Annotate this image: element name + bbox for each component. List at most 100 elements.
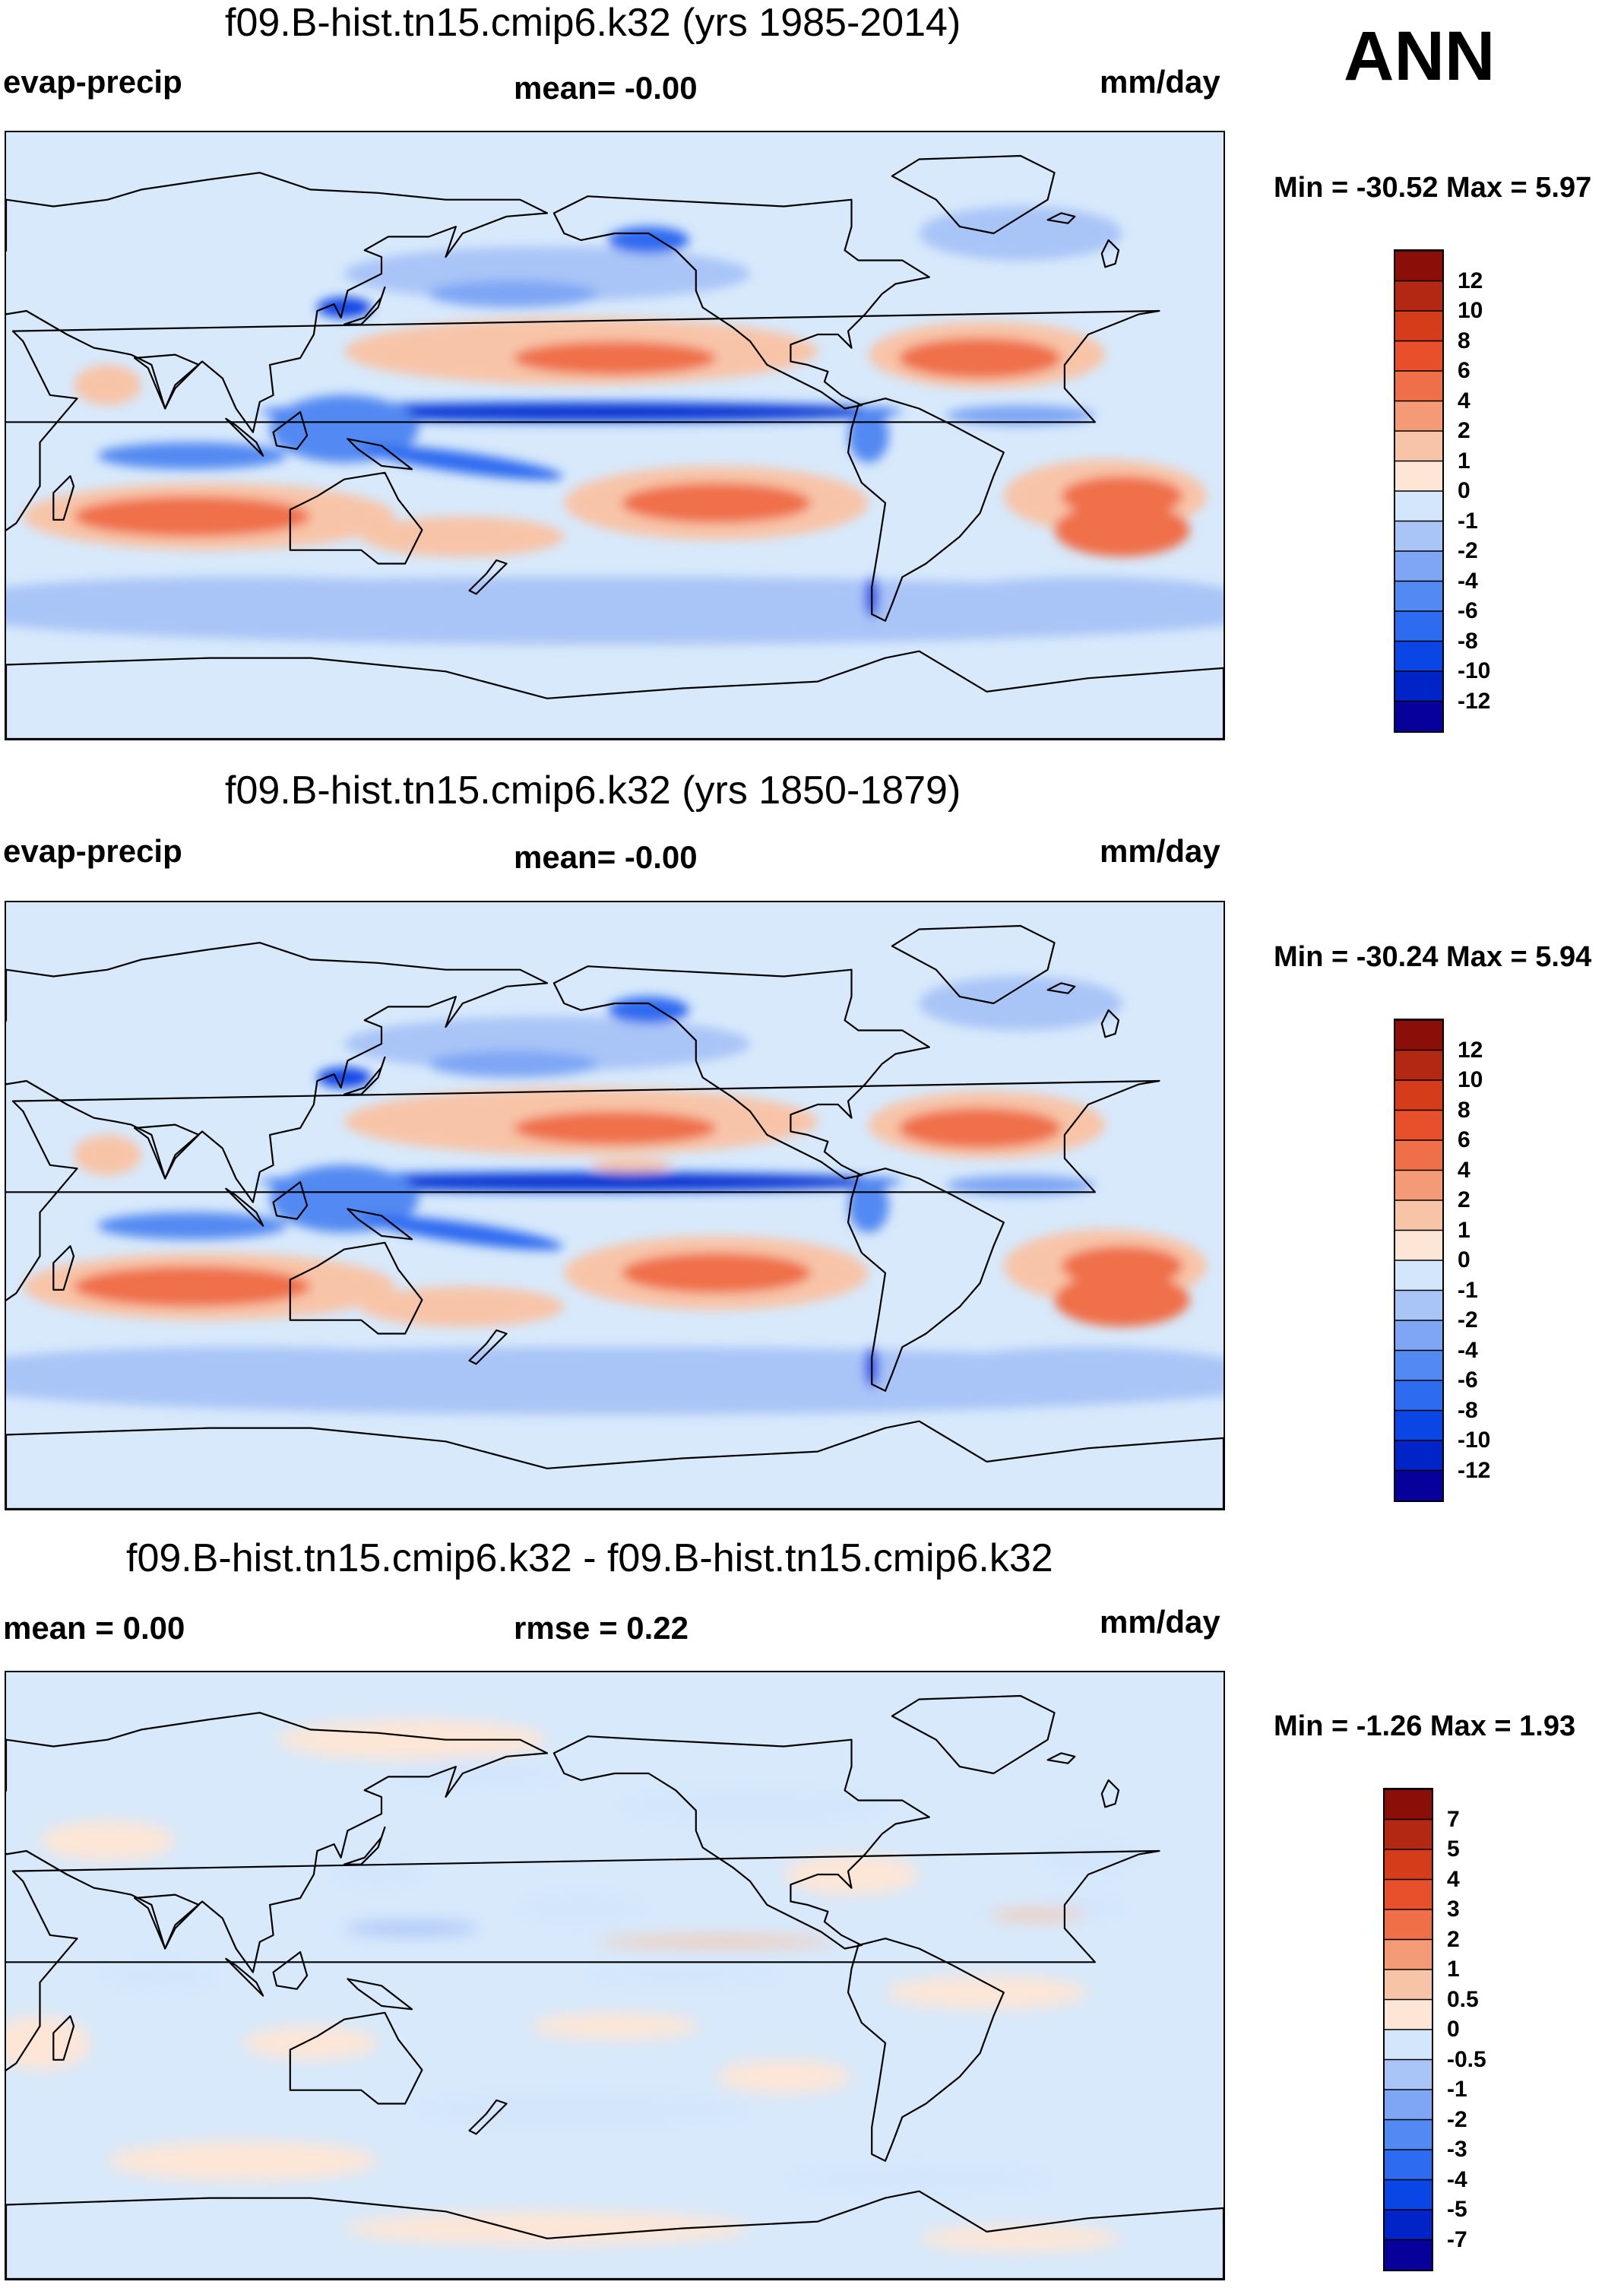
panel-1-colorbar-swatch — [1395, 280, 1442, 312]
panel-1-map-coastlines — [6, 154, 1224, 739]
panel-1-colorbar-swatch — [1395, 371, 1442, 401]
panel-1-map-coastline — [347, 438, 413, 471]
panel-1-colorbar-swatch — [1395, 641, 1442, 672]
panel-3-colorbar-tick-label: 0.5 — [1447, 1986, 1479, 2012]
panel-3-map-coastlines — [6, 1694, 1224, 2279]
panel-2-map-coastline — [6, 1079, 1160, 1301]
panel-1-colorbar-tick-label: 2 — [1458, 418, 1470, 443]
panel-1-map-svg — [6, 132, 1224, 739]
panel-3-colorbar-swatch — [1385, 2179, 1432, 2210]
panel-2-colorbar-swatch — [1395, 1290, 1442, 1321]
panel-3-colorbar-swatch — [1385, 2090, 1432, 2120]
panel-1-colorbar-swatch — [1395, 671, 1442, 702]
panel-2-colorbar-tick-label: -2 — [1458, 1307, 1478, 1333]
panel-2-map — [5, 901, 1225, 1510]
panel-3-colorbar-tick-label: 0 — [1447, 2017, 1460, 2042]
panel-2-colorbar-swatch — [1395, 1320, 1442, 1351]
panel-3-map-coastline — [6, 2190, 1224, 2279]
panel-1-map-coastline — [468, 559, 508, 595]
panel-3-colorbar-tick-label: -4 — [1447, 2166, 1467, 2192]
panel-1-colorbar-tick-label: 1 — [1458, 448, 1470, 474]
panel-1-colorbar-swatch — [1395, 401, 1442, 432]
panel-2-colorbar-tick-label: -10 — [1458, 1428, 1491, 1453]
panel-3-colorbar-tick-label: -0.5 — [1447, 2046, 1486, 2072]
panel-3-colorbar-tick-label: -1 — [1447, 2077, 1467, 2102]
panel-3-colorbar-swatch — [1385, 1909, 1432, 1940]
panel-2-map-coastline — [289, 1241, 423, 1335]
panel-1-map-coastline — [1046, 212, 1076, 224]
panel-1-colorbar-swatch — [1395, 311, 1442, 341]
panel-2-colorbar-swatch — [1395, 1440, 1442, 1471]
panel-1-map-coastline — [343, 286, 386, 325]
panel-1-colorbar-swatch — [1395, 491, 1442, 521]
panel-2-mean-label: mean= -0.00 — [514, 839, 698, 875]
panel-2-colorbar-swatches — [1394, 1019, 1444, 1502]
panel-2-colorbar-tick-label: 1 — [1458, 1217, 1470, 1243]
panel-2-colorbar-swatch — [1395, 1200, 1442, 1231]
panel-1-units-label: mm/day — [1100, 64, 1220, 100]
panel-2-colorbar-tick-label: -8 — [1458, 1397, 1478, 1423]
panel-2-colorbar-tick-label: -12 — [1458, 1457, 1491, 1483]
panel-1-colorbar-tick-label: 8 — [1458, 328, 1470, 353]
panel-3-colorbar-swatch — [1385, 2210, 1432, 2240]
panel-1-colorbar-tick-label: -10 — [1458, 658, 1491, 683]
panel-2-colorbar-swatch — [1395, 1110, 1442, 1141]
panel-2-units-label: mm/day — [1100, 833, 1220, 869]
panel-1-map-coastline — [1100, 239, 1120, 268]
panel-2-colorbar-tick-label: -1 — [1458, 1277, 1478, 1303]
panel-2-colorbar-swatch — [1395, 1140, 1442, 1171]
panel-1-map-coastline — [6, 650, 1224, 739]
panel-3-colorbar-swatches — [1383, 1788, 1433, 2271]
panel-1-map-coastline — [891, 154, 1056, 235]
panel-3-minmax: Min = -1.26 Max = 1.93 — [1274, 1710, 1576, 1742]
panel-1-colorbar-swatches — [1394, 249, 1444, 733]
panel-2-colorbar-swatch — [1395, 1020, 1442, 1051]
panel-1-title: f09.B-hist.tn15.cmip6.k32 (yrs 1985-2014… — [225, 1, 961, 45]
panel-1-colorbar-tick-label: -2 — [1458, 538, 1478, 563]
panel-1-colorbar-swatch — [1395, 431, 1442, 461]
panel-2-map-coastline — [272, 1180, 309, 1220]
panel-2-colorbar-tick-label: -4 — [1458, 1337, 1478, 1363]
panel-3-colorbar-swatch — [1385, 1999, 1432, 2030]
panel-2-colorbar-swatch — [1395, 1170, 1442, 1201]
panel-2-colorbar-swatch — [1395, 1470, 1442, 1501]
panel-1-map-coastline — [134, 353, 200, 410]
panel-2-map-coastline — [347, 1208, 413, 1241]
panel-3-colorbar-tick-label: 4 — [1447, 1866, 1460, 1892]
panel-2-map-coastline — [52, 1245, 75, 1291]
panel-2-colorbar-tick-label: 10 — [1458, 1067, 1483, 1092]
panel-3-map — [5, 1671, 1225, 2280]
panel-1-colorbar-tick-label: 12 — [1458, 268, 1483, 293]
panel-3-colorbar-tick-label: 1 — [1447, 1957, 1460, 1982]
panel-2-colorbar-swatch — [1395, 1410, 1442, 1441]
panel-2-map-coastline — [6, 1420, 1224, 1509]
panel-3-title: f09.B-hist.tn15.cmip6.k32 - f09.B-hist.t… — [126, 1536, 1053, 1580]
panel-2-colorbar-swatch — [1395, 1260, 1442, 1291]
panel-3-colorbar-swatch — [1385, 1939, 1432, 1970]
panel-2-colorbar-tick-label: 8 — [1458, 1097, 1470, 1123]
panel-3-colorbar-swatch — [1385, 2030, 1432, 2060]
panel-2-colorbar-swatch — [1395, 1080, 1442, 1111]
panel-3-map-coastline — [225, 1957, 264, 1997]
panel-3-map-coastline — [891, 1694, 1056, 1775]
panel-1-colorbar-swatch — [1395, 251, 1442, 281]
panel-1-map — [5, 131, 1225, 740]
panel-3-colorbar-tick-label: -5 — [1447, 2197, 1467, 2222]
panel-3-colorbar-swatch — [1385, 1849, 1432, 1880]
panel-1-map-coastline — [6, 309, 1160, 531]
panel-2-colorbar-swatch — [1395, 1380, 1442, 1411]
panel-2-colorbar-swatch — [1395, 1230, 1442, 1261]
panel-3-map-coastline — [134, 1893, 200, 1950]
panel-2-map-coastline — [552, 965, 930, 1180]
panel-2-colorbar-tick-label: 2 — [1458, 1187, 1470, 1212]
panel-3-colorbar-swatch — [1385, 2150, 1432, 2180]
panel-2-map-coastline — [343, 1056, 386, 1095]
panel-1-variable-label: evap-precip — [3, 64, 182, 100]
panel-1-map-coastline — [847, 398, 1005, 622]
panel-1-colorbar-swatch — [1395, 521, 1442, 552]
panel-3-map-coastline — [52, 2015, 75, 2061]
panel-1-map-coastline — [552, 195, 930, 410]
panel-2-title: f09.B-hist.tn15.cmip6.k32 (yrs 1850-1879… — [225, 768, 961, 813]
panel-3-colorbar-swatch — [1385, 1789, 1432, 1820]
panel-1-colorbar-tick-label: -4 — [1458, 568, 1478, 594]
